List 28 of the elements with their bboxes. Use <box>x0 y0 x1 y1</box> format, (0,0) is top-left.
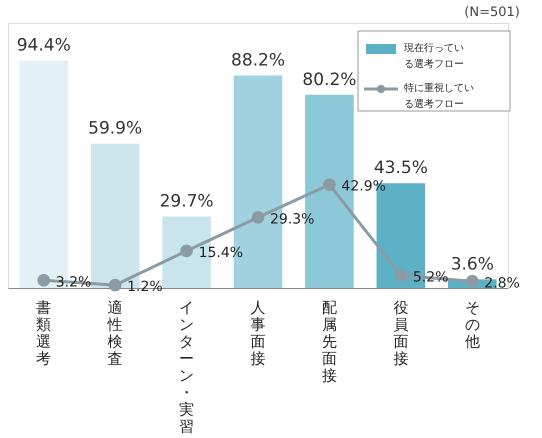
data-label: 3.2% <box>56 274 92 290</box>
x-tick-label: 適性検査 <box>106 298 123 368</box>
x-tick-label: 書類選考 <box>36 298 52 368</box>
point <box>108 278 122 292</box>
data-label: 59.9% <box>88 118 142 139</box>
data-label: 1.2% <box>127 279 163 296</box>
point <box>37 274 50 287</box>
text: (N=501) <box>464 5 520 20</box>
legend-label: 特に重視している選考フロー <box>404 82 474 110</box>
point <box>180 244 193 258</box>
point <box>394 269 408 282</box>
data-label: 15.4% <box>198 244 244 261</box>
data-label: 80.2% <box>302 70 356 90</box>
point <box>252 211 264 224</box>
x-tick-label: 配属先面接 <box>322 298 337 384</box>
x-tick-label: 役員面接 <box>393 298 408 368</box>
data-label: 29.7% <box>160 191 214 212</box>
x-tick-label: その他 <box>464 298 480 350</box>
data-label: 3.6% <box>450 254 494 274</box>
data-label: 88.2% <box>230 50 286 71</box>
data-label: 43.5% <box>374 158 428 178</box>
x-tick-label: 人事面接 <box>250 298 266 368</box>
data-label: 29.3% <box>270 211 314 228</box>
point <box>323 178 336 191</box>
x-tick-label: インターン・実習 <box>179 298 194 436</box>
point <box>466 274 479 288</box>
legend-label: 現在行っている選考フロー <box>404 42 464 70</box>
data-label: 94.4% <box>16 36 71 56</box>
